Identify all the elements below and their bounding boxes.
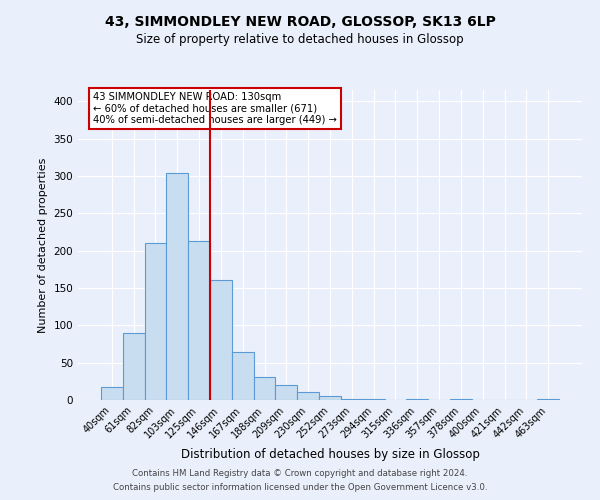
Text: 43, SIMMONDLEY NEW ROAD, GLOSSOP, SK13 6LP: 43, SIMMONDLEY NEW ROAD, GLOSSOP, SK13 6… bbox=[104, 15, 496, 29]
Bar bbox=[145, 243, 166, 400]
Bar bbox=[123, 333, 145, 400]
Bar bbox=[101, 388, 123, 400]
Text: Size of property relative to detached houses in Glossop: Size of property relative to detached ho… bbox=[136, 32, 464, 46]
Bar bbox=[297, 392, 319, 400]
X-axis label: Distribution of detached houses by size in Glossop: Distribution of detached houses by size … bbox=[181, 448, 479, 461]
Bar bbox=[210, 280, 232, 400]
Y-axis label: Number of detached properties: Number of detached properties bbox=[38, 158, 48, 332]
Bar bbox=[166, 173, 188, 400]
Bar bbox=[188, 241, 210, 400]
Bar bbox=[254, 377, 275, 400]
Bar bbox=[537, 398, 559, 400]
Bar bbox=[406, 398, 428, 400]
Bar bbox=[319, 396, 341, 400]
Bar bbox=[341, 398, 363, 400]
Text: Contains public sector information licensed under the Open Government Licence v3: Contains public sector information licen… bbox=[113, 484, 487, 492]
Bar bbox=[232, 352, 254, 400]
Text: Contains HM Land Registry data © Crown copyright and database right 2024.: Contains HM Land Registry data © Crown c… bbox=[132, 468, 468, 477]
Text: 43 SIMMONDLEY NEW ROAD: 130sqm
← 60% of detached houses are smaller (671)
40% of: 43 SIMMONDLEY NEW ROAD: 130sqm ← 60% of … bbox=[93, 92, 337, 124]
Bar bbox=[275, 385, 297, 400]
